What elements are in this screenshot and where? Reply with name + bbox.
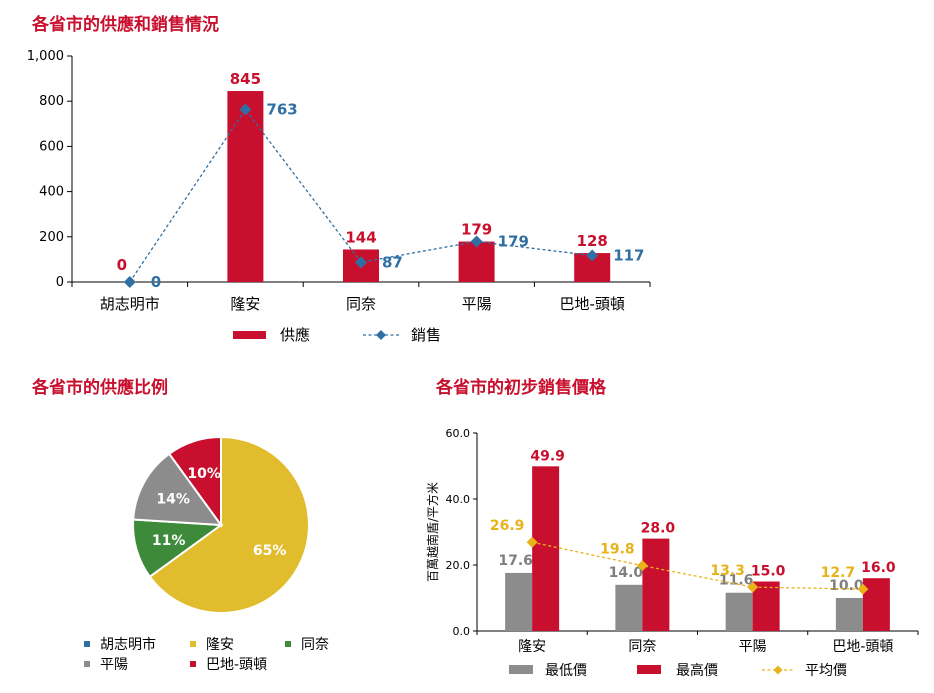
y-tick-label: 200 [39,230,64,245]
legend-supply-swatch [233,331,266,339]
legend-max-swatch [637,665,661,674]
pie-legend-swatch [190,641,196,647]
max-price-label: 28.0 [641,521,676,537]
x-tick-label: 隆安 [518,639,546,655]
legend-sales-marker [376,330,386,340]
sales-line [129,108,593,283]
sales-marker [239,103,252,116]
legend-avg-marker [773,665,783,675]
avg-price-marker [526,536,538,548]
min-price-bar [615,584,643,631]
min-price-bar [725,592,753,631]
sales-data-label: 0 [151,273,161,291]
max-price-bar [532,466,560,631]
legend-supply-label: 供應 [280,326,310,344]
x-tick-label: 隆安 [230,295,260,313]
max-price-label: 49.9 [530,448,565,464]
supply-data-label: 128 [577,232,608,250]
x-tick-label: 巴地-頭頓 [832,639,893,655]
pie-slice-label: 65% [253,543,287,559]
supply-bar [458,241,495,282]
y-axis-label: 百萬越南盾/平方米 [425,482,440,582]
pie-slice [167,435,222,529]
y-tick-label: 800 [39,94,64,109]
pie-slice-label: 14% [156,492,190,508]
pie-slice [132,452,224,527]
legend-max-label: 最高價 [676,662,718,679]
pie-legend-label: 胡志明市 [100,636,156,653]
avg-price-label: 19.8 [600,542,635,558]
sales-data-label: 87 [382,253,403,271]
pie-slice-label: 11% [152,533,186,549]
pie-legend-swatch [285,641,291,647]
avg-price-marker [857,583,869,595]
avg-price-label: 13.3 [710,563,745,579]
min-price-label: 14.0 [609,565,644,581]
pie-legend-label: 平陽 [100,657,128,673]
supply-data-label: 179 [461,221,492,239]
pie-slice-label: 10% [187,466,221,482]
max-price-label: 15.0 [751,564,786,580]
max-price-bar [642,538,670,631]
supply-bar [227,91,264,282]
y-tick-label: 0.0 [453,625,471,638]
y-tick-label: 40.0 [446,493,471,506]
pie-legend-label: 同奈 [301,637,329,653]
supply-sales-chart-title: 各省市的供應和銷售情況 [32,15,219,35]
y-tick-label: 60.0 [446,427,471,440]
sales-marker [586,249,599,262]
avg-price-label: 12.7 [821,565,856,581]
supply-data-label: 845 [230,70,261,88]
max-price-label: 16.0 [861,560,896,576]
supply-share-chart-title: 各省市的供應比例 [32,378,168,398]
sales-marker [123,276,136,288]
x-tick-label: 同奈 [628,639,656,655]
y-tick-label: 400 [39,185,64,200]
x-tick-label: 胡志明市 [100,295,160,313]
y-tick-label: 1,000 [27,49,64,64]
pie-legend-swatch [84,641,90,647]
sales-data-label: 179 [498,233,529,251]
x-tick-label: 平陽 [739,639,767,655]
avg-price-label: 26.9 [490,518,525,534]
legend-min-swatch [509,665,533,674]
pie-slice [148,435,310,614]
legend-min-label: 最低價 [545,662,587,679]
supply-data-label: 0 [117,256,127,274]
x-tick-label: 平陽 [462,295,492,313]
min-price-label: 10.0 [829,578,864,594]
min-price-label: 11.6 [719,573,754,589]
avg-price-marker [747,581,759,593]
legend-avg-label: 平均價 [805,662,847,679]
y-tick-label: 20.0 [446,559,471,572]
price-chart-title: 各省市的初步銷售價格 [436,378,606,398]
min-price-bar [835,598,863,631]
y-tick-label: 0 [56,275,64,290]
sales-data-label: 763 [266,101,297,119]
x-tick-label: 同奈 [346,295,376,313]
max-price-bar [752,581,780,631]
pie-legend-label: 巴地-頭頓 [206,657,267,673]
sales-marker [470,235,483,248]
min-price-label: 17.6 [498,553,533,569]
avg-price-marker [636,560,648,572]
x-tick-label: 巴地-頭頓 [559,295,624,313]
sales-data-label: 117 [613,247,644,265]
min-price-bar [505,572,533,631]
legend-sales-label: 銷售 [411,326,441,344]
pie-legend-label: 隆安 [206,637,234,653]
max-price-bar [862,578,890,631]
supply-data-label: 144 [345,228,376,246]
avg-price-line [531,541,863,590]
pie-legend-swatch [84,661,90,667]
y-tick-label: 600 [39,139,64,154]
sales-marker [355,256,367,269]
pie-legend-swatch [190,661,196,667]
